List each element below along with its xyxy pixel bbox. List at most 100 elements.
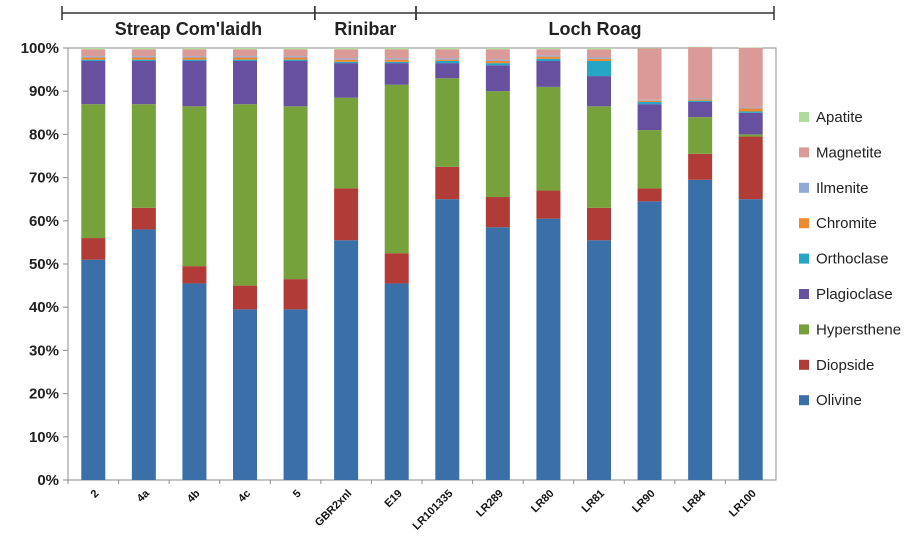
bar-segment-plagioclase-gbr2xnl — [334, 63, 359, 98]
bar-segment-plagioclase-lr101335 — [435, 63, 460, 79]
bar-segment-chromite-lr80 — [536, 56, 561, 59]
bar-segment-diopside-lr84 — [688, 153, 713, 180]
bar-segment-olivine-gbr2xnl — [334, 240, 359, 480]
bar-segment-chromite-lr81 — [587, 58, 611, 61]
legend-swatch-chromite — [799, 218, 809, 229]
bar-segment-magnetite-lr80 — [536, 49, 561, 56]
bar-segment-olivine-lr84 — [688, 179, 713, 480]
bar-segment-diopside-e19 — [384, 253, 409, 284]
legend: Apatite Magnetite Ilmenite Chromite Orthocla… — [799, 109, 901, 409]
bar-segment-diopside-lr80 — [536, 190, 561, 219]
bar-segment-orthoclase-lr289 — [485, 63, 510, 66]
bar-segment-diopside-2 — [81, 238, 106, 260]
bar-segment-orthoclase-lr80 — [536, 58, 561, 61]
bar-segment-apatite-lr101335 — [435, 48, 460, 50]
legend-swatch-magnetite — [799, 147, 809, 158]
bar-segment-chromite-lr101335 — [435, 59, 460, 61]
bar-segment-olivine-4a — [131, 229, 156, 480]
bar-segment-orthoclase-4c — [233, 59, 257, 61]
bar-segment-olivine-e19 — [384, 283, 409, 480]
bar-segment-olivine-lr81 — [587, 240, 611, 480]
bar-segment-apatite-4a — [131, 48, 156, 50]
bar-segment-apatite-lr80 — [536, 48, 561, 50]
bar-segment-hypersthene-4c — [233, 104, 257, 286]
x-tick-label: 2 — [89, 488, 102, 501]
bar-segment-hypersthene-4a — [131, 104, 156, 208]
y-axis: 0% 10% 20% 30% 40% 50% 60% 70% 80% 90% 100% — [21, 40, 68, 489]
group-label: Streap Com'laidh — [115, 19, 262, 39]
bar-segment-orthoclase-lr81 — [587, 60, 611, 77]
bar-segment-chromite-lr289 — [485, 60, 510, 64]
legend-label-ilmenite: Ilmenite — [816, 180, 869, 197]
x-tick-label: LR90 — [630, 488, 658, 516]
bar-segment-plagioclase-4a — [131, 60, 156, 105]
bar-segment-diopside-4c — [233, 285, 257, 310]
bar-segment-diopside-lr289 — [485, 197, 510, 228]
bar-segment-hypersthene-2 — [81, 104, 106, 239]
bar-segment-orthoclase-lr101335 — [435, 60, 460, 64]
legend-swatch-hypersthene — [799, 324, 809, 335]
y-tick-label: 90% — [29, 83, 59, 100]
legend-label-hypersthene: Hypersthene — [816, 321, 901, 338]
bar-segment-ilmenite-lr289 — [485, 59, 510, 61]
bar-segment-plagioclase-lr80 — [536, 60, 561, 87]
bar-segment-magnetite-lr101335 — [435, 49, 460, 59]
bar-segment-magnetite-lr100 — [738, 48, 763, 108]
x-tick-label: LR289 — [474, 488, 506, 520]
bar-segment-hypersthene-lr84 — [688, 117, 713, 154]
bar-segment-apatite-lr81 — [587, 48, 611, 50]
bar-segment-chromite-lr100 — [738, 108, 763, 112]
x-axis: 2 4a 4b 4c 5 GBR2xnl E19 LR101335 LR289 LR80 LR81 L… — [67, 480, 759, 533]
bar-segment-plagioclase-lr100 — [738, 112, 763, 135]
legend-label-magnetite: Magnetite — [816, 144, 882, 161]
bar-segment-magnetite-4b — [182, 49, 207, 57]
y-tick-label: 60% — [29, 213, 59, 230]
bar-segment-olivine-4b — [182, 283, 207, 480]
y-tick-label: 30% — [29, 342, 59, 359]
y-tick-label: 100% — [21, 40, 59, 57]
bar-segment-ilmenite-e19 — [384, 58, 409, 60]
bar-segment-plagioclase-lr289 — [485, 65, 510, 92]
bar-segment-olivine-2 — [81, 259, 106, 480]
y-tick-label: 80% — [29, 126, 59, 143]
bar-segment-ilmenite-4c — [233, 56, 257, 58]
bar-segment-ilmenite-2 — [81, 56, 106, 58]
bar-segment-chromite-lr84 — [688, 99, 713, 101]
bar-segment-plagioclase-2 — [81, 60, 106, 105]
x-tick-label: 4a — [135, 487, 153, 505]
bar-segment-plagioclase-e19 — [384, 63, 409, 85]
bar-segment-diopside-lr81 — [587, 207, 611, 241]
legend-swatch-ilmenite — [799, 182, 809, 193]
legend-swatch-olivine — [799, 395, 809, 406]
bar-segment-chromite-5 — [283, 57, 308, 60]
bar-segment-orthoclase-2 — [81, 59, 106, 61]
bar-segment-olivine-lr101335 — [435, 199, 460, 480]
legend-label-apatite: Apatite — [816, 109, 863, 126]
y-tick-label: 40% — [29, 299, 59, 316]
bar-segment-hypersthene-lr101335 — [435, 78, 460, 167]
bar-segment-olivine-lr80 — [536, 218, 561, 480]
bar-segment-diopside-lr100 — [738, 136, 763, 200]
bar-segment-chromite-4b — [182, 57, 207, 60]
x-tick-label: LR101335 — [411, 488, 456, 533]
bar-segment-olivine-5 — [283, 309, 308, 480]
group-label: Rinibar — [334, 19, 396, 39]
bar-segment-magnetite-lr81 — [587, 49, 611, 58]
plot-frame — [67, 47, 777, 481]
legend-swatch-apatite — [799, 112, 809, 122]
bar-segment-ilmenite-lr81 — [587, 57, 611, 59]
bar-segment-plagioclase-lr90 — [637, 104, 662, 131]
x-tick-label: LR84 — [681, 487, 709, 515]
bar-segment-apatite-gbr2xnl — [334, 48, 359, 50]
bar-segment-apatite-4b — [182, 48, 207, 50]
bar-segment-chromite-lr90 — [637, 100, 662, 102]
bar-segment-ilmenite-lr101335 — [435, 58, 460, 60]
y-tick-label: 20% — [29, 386, 59, 403]
x-tick-label: LR100 — [727, 488, 759, 520]
bar-segment-ilmenite-lr90 — [637, 99, 662, 101]
bar-segment-magnetite-lr289 — [485, 49, 510, 60]
bar-segment-apatite-4c — [233, 48, 257, 50]
bar-segment-plagioclase-4b — [182, 60, 207, 107]
bar-segment-plagioclase-lr81 — [587, 76, 611, 107]
